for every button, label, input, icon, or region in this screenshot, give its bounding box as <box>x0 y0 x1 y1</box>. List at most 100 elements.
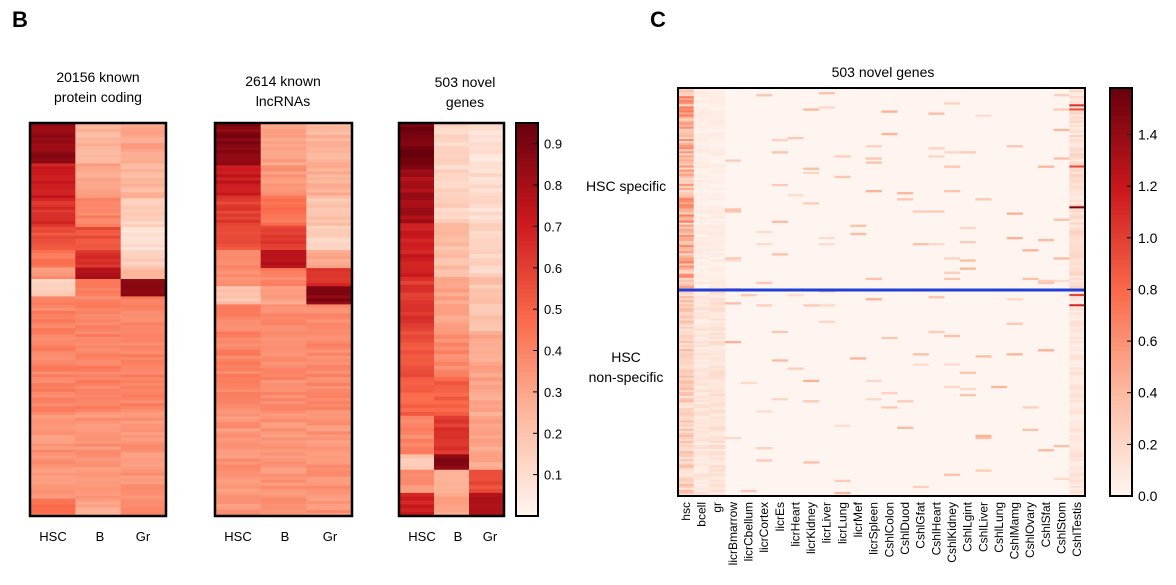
heatmap-frame <box>213 121 354 518</box>
heatmap-cell <box>260 491 307 496</box>
heatmap-cell <box>215 150 262 154</box>
heatmap-cell <box>1069 220 1086 223</box>
heatmap-cell <box>30 154 76 159</box>
heatmap-cell <box>469 496 505 502</box>
heatmap-cell <box>30 169 76 173</box>
heatmap-cell <box>434 238 470 244</box>
heatmap-cell <box>120 319 167 323</box>
heatmap-cell <box>434 427 470 432</box>
heatmap-cell <box>215 271 262 275</box>
heatmap-cell <box>399 469 435 475</box>
heatmap-cell <box>75 489 122 494</box>
heatmap-cell <box>678 292 695 295</box>
heatmap-cell <box>75 380 122 384</box>
colorbar-swatch <box>1110 396 1132 402</box>
heatmap-cell <box>260 352 307 357</box>
heatmap-cell <box>120 449 167 454</box>
heatmap-cell <box>1069 155 1086 158</box>
heatmap-cell <box>260 343 307 348</box>
heatmap-cell <box>678 281 695 285</box>
heatmap-cell <box>215 482 262 487</box>
heatmap-cell <box>260 316 307 321</box>
heatmap-cell <box>120 209 167 214</box>
heatmap-cell <box>399 388 435 394</box>
heatmap-cell <box>260 228 307 233</box>
heatmap-cell <box>740 294 757 297</box>
heatmap-cell <box>120 461 167 465</box>
heatmap-cell <box>709 192 726 195</box>
heatmap-cell <box>709 404 726 407</box>
heatmap-cell <box>469 431 505 436</box>
heatmap-cell <box>678 473 695 476</box>
heatmap-cell <box>306 422 353 426</box>
heatmap-cell <box>260 177 307 182</box>
heatmap-cell <box>1069 269 1086 272</box>
heatmap-cell <box>120 371 167 375</box>
heatmap-cell <box>75 253 122 257</box>
colorbar-swatch <box>1110 382 1132 388</box>
heatmap-cell <box>75 426 122 430</box>
heatmap-cell <box>75 478 122 482</box>
heatmap-cell <box>120 244 167 248</box>
heatmap-cell <box>215 129 262 133</box>
heatmap-cell <box>693 261 710 264</box>
heatmap-cell <box>1069 118 1086 121</box>
heatmap-cell <box>30 417 76 422</box>
heatmap-cell <box>306 340 353 345</box>
heatmap-cell <box>678 255 695 258</box>
heatmap-cell <box>120 435 167 439</box>
heatmap-cell <box>215 470 262 475</box>
heatmap-cell <box>215 153 262 157</box>
colorbar-tick-label: 0.7 <box>544 219 562 234</box>
heatmap-cell <box>678 481 695 485</box>
heatmap-cell <box>30 435 76 439</box>
heatmap-cell <box>709 359 726 362</box>
heatmap-cell <box>215 413 262 417</box>
heatmap-cell <box>30 406 76 410</box>
heatmap-cell <box>120 201 167 205</box>
heatmap-cell <box>709 355 726 358</box>
heatmap-cell <box>693 485 710 489</box>
heatmap-cell <box>709 318 726 321</box>
heatmap-cell <box>75 279 122 283</box>
heatmap-cell <box>709 416 726 419</box>
heatmap-cell <box>120 411 167 416</box>
heatmap-cell <box>944 151 961 154</box>
heatmap-cell <box>215 446 262 451</box>
colorbar-swatch <box>1110 201 1132 207</box>
heatmap-cell <box>469 269 505 274</box>
column-label: licrCbellum <box>741 502 755 561</box>
colorbar-swatch <box>516 267 538 272</box>
heatmap-cell <box>215 434 262 438</box>
heatmap-cell <box>260 364 307 369</box>
heatmap-cell <box>678 120 695 123</box>
heatmap-cell <box>469 207 505 213</box>
heatmap-cell <box>709 453 726 456</box>
heatmap-cell <box>709 487 726 491</box>
heatmap-cell <box>724 210 742 213</box>
heatmap-cell <box>693 347 710 350</box>
heatmap-cell <box>399 250 435 255</box>
heatmap-cell <box>215 144 262 148</box>
heatmap-cell <box>260 473 307 478</box>
column-label: licrLung <box>835 502 849 544</box>
heatmap-cell <box>260 503 307 508</box>
column-label-gr: Gr <box>483 529 498 544</box>
heatmap-cell <box>120 279 167 283</box>
heatmap-cell <box>215 259 262 263</box>
heatmap-cell <box>1069 275 1086 279</box>
heatmap-cell <box>469 165 505 170</box>
heatmap-cell <box>120 339 167 344</box>
heatmap-cell <box>709 424 726 427</box>
heatmap-cell <box>740 489 757 493</box>
heatmap-cell <box>959 259 976 262</box>
heatmap-cell <box>399 123 435 128</box>
heatmap-cell <box>215 506 262 511</box>
heatmap-cell <box>306 225 353 230</box>
heatmap-cell <box>30 489 76 494</box>
colorbar-swatch <box>1110 432 1132 438</box>
heatmap-cell <box>120 261 167 266</box>
heatmap-cell <box>120 267 167 271</box>
heatmap-cell <box>30 192 76 196</box>
heatmap-cell <box>678 190 695 193</box>
